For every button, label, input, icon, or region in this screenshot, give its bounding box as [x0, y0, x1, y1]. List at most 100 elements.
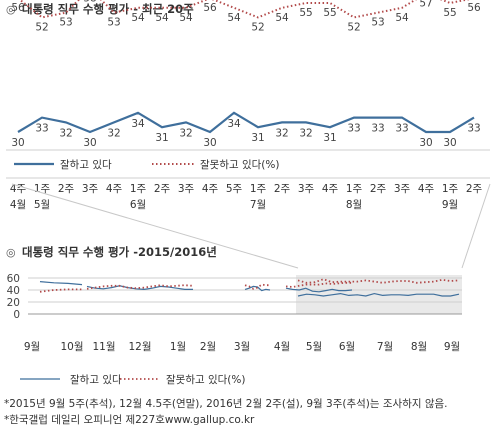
- chart1-disapprove-data-label: 55: [299, 7, 312, 19]
- chart2-y-tick-label: 40: [7, 285, 20, 297]
- chart1-disapprove-data-label: 52: [251, 21, 264, 33]
- chart1-disapprove-data-label: 57: [419, 0, 432, 9]
- chart1-x-tick-month: 9월: [442, 199, 458, 211]
- chart2-zoom-connector-left: [11, 183, 299, 269]
- chart1-x-tick-week: 1주: [346, 183, 363, 195]
- chart2-series-disapprove-segment: [285, 281, 352, 288]
- chart1-disapprove-data-label: 54: [131, 12, 145, 24]
- chart1-disapprove-data-label: 55: [443, 7, 456, 19]
- chart1-disapprove-data-label: 52: [347, 21, 360, 33]
- chart1-legend-disapprove-label: 잘못하고 있다(%): [200, 158, 279, 171]
- chart1-x-tick-week: 4주: [418, 183, 435, 195]
- chart1-x-tick-week: 4주: [10, 183, 27, 195]
- chart2-x-tick-month: 11월: [92, 341, 115, 353]
- footnote-source: *한국갤럽 데일리 오피니언 제227호www.gallup.co.kr: [4, 414, 255, 426]
- chart1-approve-data-label: 33: [371, 123, 384, 135]
- chart1-x-tick-week: 2주: [466, 183, 483, 195]
- chart1-disapprove-data-label: 54: [155, 12, 169, 24]
- chart2-series-approve-segment: [244, 285, 271, 292]
- chart2-x-tick-month: 2월: [200, 341, 216, 353]
- chart1-x-tick-month: 7월: [250, 199, 266, 211]
- chart1-x-tick-week: 2주: [58, 183, 75, 195]
- chart1-legend-approve-label: 잘하고 있다: [60, 158, 112, 171]
- chart1-disapprove-data-label: 54: [227, 12, 241, 24]
- chart2-series-disapprove-segment: [86, 284, 194, 290]
- chart2-y-tick-label: 0: [13, 309, 20, 321]
- chart1-approve-data-label: 32: [59, 127, 72, 139]
- chart2-series-disapprove-segment: [39, 288, 82, 293]
- chart2-y-tick-label: 20: [7, 297, 20, 309]
- chart2-y-tick-label: 60: [7, 273, 20, 285]
- chart2-x-tick-month: 5월: [306, 341, 322, 353]
- chart1-series-approve-line: [17, 111, 475, 134]
- chart2-x-tick-month: 10월: [60, 341, 83, 353]
- chart1-x-tick-week: 2주: [370, 183, 387, 195]
- chart1-approve-data-label: 33: [395, 123, 408, 135]
- chart2-legend-approve-label: 잘하고 있다: [70, 373, 122, 386]
- chart1-disapprove-data-label: 56: [467, 2, 481, 14]
- footnote-survey-exclusions: *2015년 9월 5주(추석), 12월 4.5주(연말), 2016년 2월…: [4, 398, 448, 410]
- chart2-x-tick-month: 12월: [128, 341, 151, 353]
- chart2-series-disapprove-segment: [244, 283, 270, 290]
- chart2-series-approve-segment: [86, 285, 193, 291]
- chart1-series-disapprove-line: [18, 0, 471, 19]
- chart1-x-tick-week: 2주: [154, 183, 171, 195]
- chart1-disapprove-data-label: 54: [395, 12, 409, 24]
- chart1-approve-data-label: 30: [419, 137, 432, 149]
- chart1-disapprove-data-label: 55: [323, 7, 336, 19]
- chart1-disapprove-data-label: 53: [107, 17, 120, 29]
- chart2-x-tick-month: 8월: [411, 341, 427, 353]
- chart1-title-marker: ◎: [6, 3, 16, 16]
- chart1-disapprove-data-label: 54: [275, 12, 289, 24]
- chart1-x-tick-week: 1주: [130, 183, 147, 195]
- chart1-x-tick-week: 4주: [322, 183, 339, 195]
- chart2-x-tick-month: 1월: [170, 341, 186, 353]
- chart2-legend-disapprove-label: 잘못하고 있다(%): [166, 373, 245, 386]
- chart1-disapprove-data-label: 52: [35, 21, 48, 33]
- chart1-approve-data-label: 33: [467, 123, 480, 135]
- chart1-disapprove-data-label: 58: [83, 0, 96, 5]
- chart1-approve-data-label: 30: [203, 137, 216, 149]
- chart1-approve-data-label: 34: [227, 118, 241, 130]
- chart1-approve-data-label: 32: [179, 127, 192, 139]
- chart1-x-tick-week: 5주: [226, 183, 243, 195]
- chart1-disapprove-data-label: 53: [59, 17, 72, 29]
- chart2-x-tick-month: 7월: [377, 341, 393, 353]
- chart1-approve-data-label: 31: [251, 132, 264, 144]
- chart2-x-tick-month: 3월: [234, 341, 250, 353]
- chart2-title-marker: ◎: [6, 246, 16, 259]
- chart2-x-tick-month: 9월: [24, 341, 40, 353]
- chart2-x-tick-month: 9월: [444, 341, 460, 353]
- chart1-approve-data-label: 30: [83, 137, 96, 149]
- chart1-approve-data-label: 32: [107, 127, 120, 139]
- chart1-title: 대통령 직무 수행 평가 - 최근 20주: [22, 2, 194, 16]
- chart2-series-disapprove-segment: [297, 278, 460, 284]
- chart2-series-approve-segment: [285, 287, 353, 293]
- chart1-x-tick-month: 8월: [346, 199, 362, 211]
- chart1-approve-data-label: 30: [11, 137, 24, 149]
- chart1-disapprove-data-label: 53: [371, 17, 384, 29]
- chart1-x-tick-week: 1주: [442, 183, 459, 195]
- chart1-approve-data-label: 32: [299, 127, 312, 139]
- chart1-x-tick-week: 3주: [298, 183, 315, 195]
- chart1-x-tick-month: 5월: [34, 199, 50, 211]
- chart1-approve-data-label: 31: [323, 132, 336, 144]
- chart1-approve-data-label: 32: [275, 127, 288, 139]
- chart-recent-20-weeks: ◎ 대통령 직무 수행 평가 - 최근 20주 30 33 32 30 32 34 31 32…: [6, 0, 490, 211]
- chart1-disapprove-data-label: 56: [11, 2, 25, 14]
- chart1-approve-data-label: 34: [131, 118, 145, 130]
- chart1-disapprove-data-label: 54: [179, 12, 193, 24]
- chart1-disapprove-data-label: 56: [203, 2, 217, 14]
- chart1-x-tick-month: 4월: [10, 199, 26, 211]
- chart1-x-tick-week: 3주: [394, 183, 411, 195]
- chart1-x-tick-week: 1주: [250, 183, 267, 195]
- chart1-x-tick-month: 6월: [130, 199, 146, 211]
- chart1-x-tick-week: 3주: [82, 183, 99, 195]
- chart2-x-tick-month: 6월: [339, 341, 355, 353]
- chart1-x-tick-week: 4주: [202, 183, 219, 195]
- chart1-approve-data-label: 31: [155, 132, 168, 144]
- chart1-approve-data-label: 33: [35, 123, 48, 135]
- chart1-x-tick-week: 4주: [106, 183, 123, 195]
